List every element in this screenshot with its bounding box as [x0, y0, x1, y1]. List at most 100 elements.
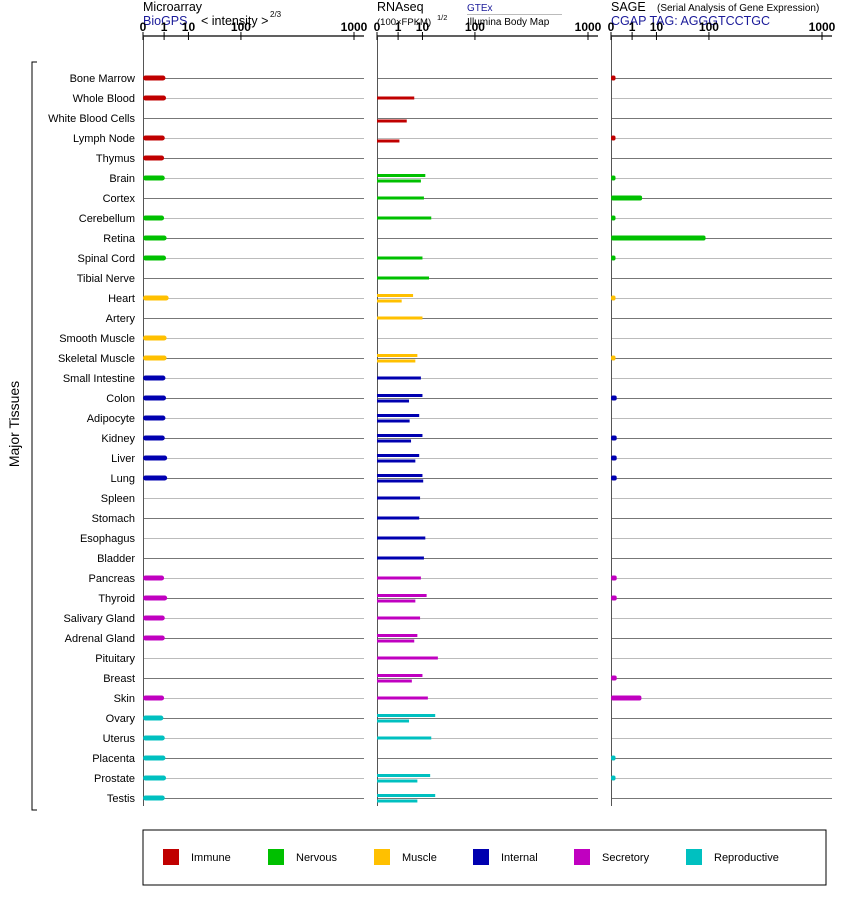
tissue-row: Kidney [101, 433, 832, 445]
legend-item-secretory: Secretory [574, 849, 650, 865]
gtex-bar [377, 454, 420, 457]
microarray-bar [143, 695, 165, 701]
sage-bar [611, 475, 617, 481]
microarray-bar [143, 95, 167, 101]
gtex-link[interactable]: GTEx [467, 3, 493, 14]
tissue-row: Lymph Node [73, 133, 832, 145]
gtex-bar [377, 474, 423, 477]
sage-tick-label: 1000 [809, 20, 836, 34]
tissue-label: Ovary [106, 713, 136, 725]
tissue-row: Prostate [94, 773, 832, 785]
sage-bar [611, 235, 706, 241]
legend-label: Nervous [296, 852, 337, 864]
sage-tick-label: 0 [608, 20, 615, 34]
sage-bar [611, 175, 616, 181]
tissue-label: Lymph Node [73, 133, 135, 145]
microarray-unit-exponent: 2/3 [270, 10, 282, 19]
gtex-bar [377, 414, 420, 417]
tissue-row: Ovary [106, 713, 832, 725]
y-axis-label: Major Tissues [6, 381, 22, 467]
sage-tick-label: 100 [699, 20, 719, 34]
gtex-bar [377, 516, 420, 520]
sage-bar [611, 575, 617, 581]
tissue-label: Pancreas [89, 573, 136, 585]
tissue-label: Cortex [103, 193, 136, 205]
tissue-label: Placenta [92, 753, 136, 765]
ibm-bar [377, 459, 416, 463]
microarray-title: Microarray [143, 0, 203, 14]
tissue-row: Bone Marrow [70, 73, 832, 85]
legend-item-reproductive: Reproductive [686, 849, 779, 865]
tissue-label: Whole Blood [73, 93, 135, 105]
legend-label: Immune [191, 852, 231, 864]
microarray-bar [143, 735, 165, 741]
tissue-row: Esophagus [80, 533, 832, 545]
ibm-bar [377, 799, 418, 803]
microarray-bar [143, 215, 165, 221]
tissue-label: Small Intestine [63, 373, 135, 385]
microarray-bar [143, 795, 165, 801]
ibm-bar [377, 139, 400, 143]
tissue-row: Placenta [92, 753, 832, 765]
sage-bar [611, 395, 617, 401]
tissue-row: Salivary Gland [63, 613, 832, 625]
tissue-label: Cerebellum [79, 213, 135, 225]
gtex-bar [377, 656, 438, 660]
tissue-label: Lung [111, 473, 135, 485]
tissue-label: Prostate [94, 773, 135, 785]
y-axis-bracket [31, 61, 37, 811]
ibm-bar [377, 419, 410, 423]
sage-bar [611, 775, 616, 781]
tissue-label: Liver [111, 453, 135, 465]
tissue-row: Skeletal Muscle [58, 353, 832, 365]
tissue-row: Stomach [92, 513, 832, 525]
ibm-bar [377, 399, 410, 403]
rnaseq-tick-label: 10 [416, 20, 430, 34]
microarray-bar [143, 155, 165, 161]
gtex-bar [377, 556, 424, 560]
gtex-bar [377, 256, 423, 260]
cgap-tag-link[interactable]: CGAP TAG: AGGGTCCTGC [611, 14, 770, 28]
tissue-row: Tibial Nerve [77, 273, 832, 285]
tissue-label: Salivary Gland [63, 613, 135, 625]
biogps-link[interactable]: BioGPS [143, 14, 187, 28]
tissue-row: Pancreas [89, 573, 832, 585]
sage-bar [611, 135, 616, 141]
gtex-bar [377, 96, 415, 100]
tissue-row: Cortex [103, 193, 832, 205]
microarray-bar [143, 295, 169, 301]
gtex-bar [377, 774, 431, 777]
rnaseq-tick-label: 1 [395, 20, 402, 34]
tissue-label: Pituitary [95, 653, 135, 665]
microarray-bar [143, 595, 168, 601]
tissue-row: Pituitary [95, 653, 832, 665]
tissue-label: Kidney [101, 433, 135, 445]
sage-bar [611, 695, 642, 701]
tissue-label: Brain [109, 173, 135, 185]
gtex-bar [377, 576, 421, 580]
tissue-label: Smooth Muscle [59, 333, 135, 345]
ibm-bar [377, 119, 407, 123]
gtex-bar [377, 616, 421, 620]
ibm-bar [377, 679, 412, 683]
legend: Immune Nervous Muscle Internal Secretory Repr… [142, 829, 827, 886]
ibm-bar [377, 299, 402, 303]
rnaseq-tick-label: 100 [465, 20, 485, 34]
ibm-bar [377, 359, 416, 363]
microarray-bar [143, 355, 167, 361]
microarray-tick-label: 10 [182, 20, 196, 34]
gtex-bar [377, 316, 423, 320]
legend-label: Internal [501, 852, 538, 864]
rnaseq-unit: (100×FPKM) [377, 17, 431, 28]
microarray-tick-label: 100 [231, 20, 251, 34]
gtex-bar [377, 216, 432, 220]
gtex-bar [377, 376, 421, 380]
microarray-bar [143, 475, 168, 481]
tissue-row: Cerebellum [79, 213, 832, 225]
microarray-bar [143, 335, 167, 341]
sage-bar [611, 295, 616, 301]
tissue-row: Heart [108, 293, 832, 305]
sage-bar [611, 455, 617, 461]
tissue-label: Bladder [97, 553, 135, 565]
tissue-label: Colon [106, 393, 135, 405]
